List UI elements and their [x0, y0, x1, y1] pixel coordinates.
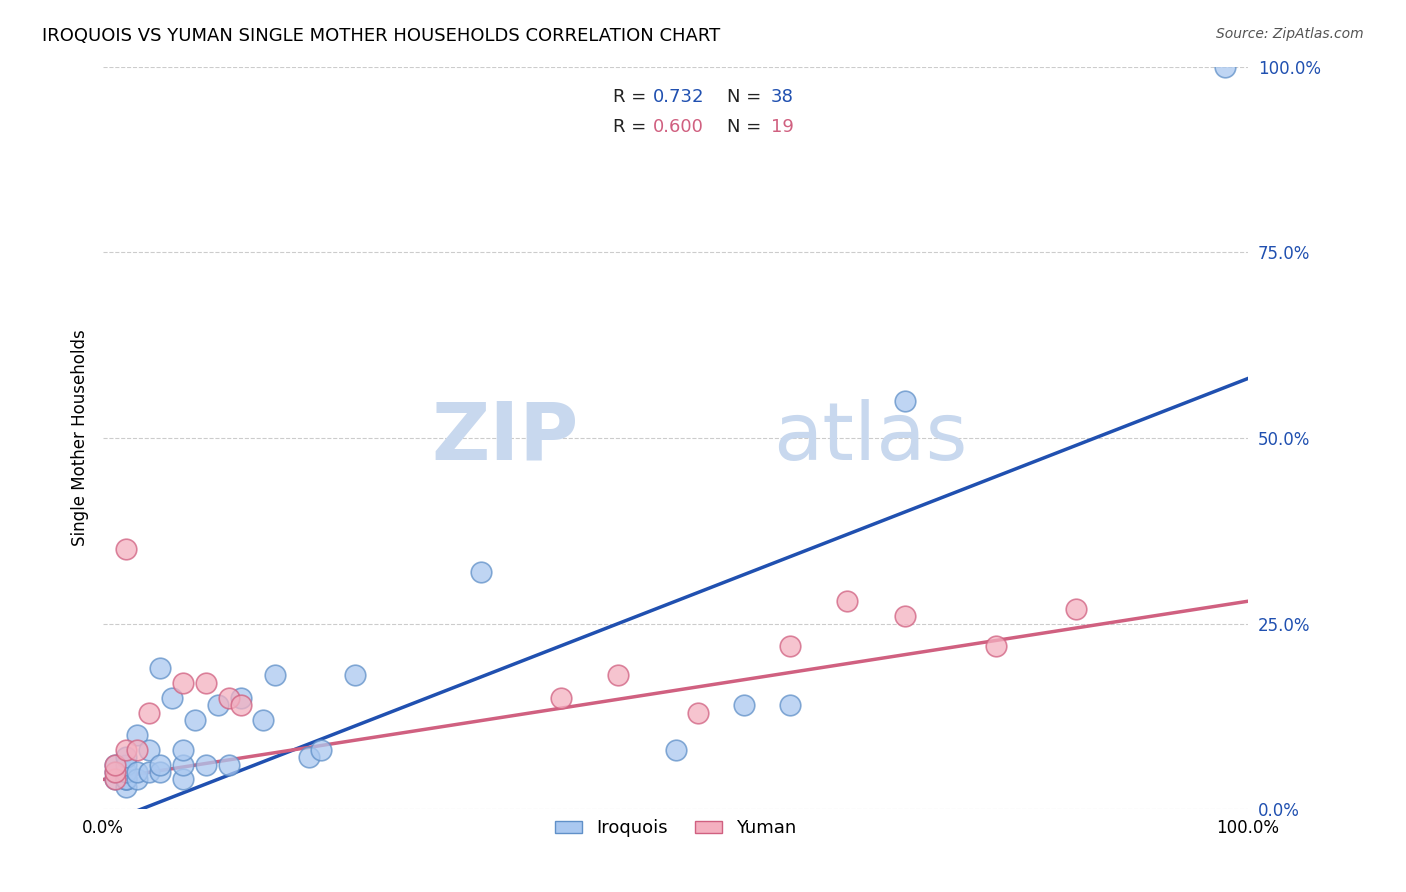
Point [127, 743, 149, 757]
Point [343, 668, 366, 682]
Text: R =: R = [613, 118, 651, 136]
Text: 19: 19 [770, 118, 793, 136]
Text: 0.732: 0.732 [652, 88, 704, 106]
Point [1213, 60, 1236, 74]
Point [1064, 601, 1087, 615]
Point [195, 676, 218, 690]
Point [115, 750, 138, 764]
Point [664, 743, 686, 757]
Point [837, 594, 859, 608]
Legend: Iroquois, Yuman: Iroquois, Yuman [547, 813, 804, 845]
Point [149, 764, 172, 779]
Point [127, 772, 149, 787]
Point [172, 757, 194, 772]
Point [138, 743, 160, 757]
Point [252, 713, 274, 727]
Point [115, 764, 138, 779]
Point [183, 713, 205, 727]
Point [103, 772, 125, 787]
Point [149, 757, 172, 772]
Point [779, 639, 801, 653]
Point [103, 772, 125, 787]
Point [733, 698, 755, 713]
Text: Source: ZipAtlas.com: Source: ZipAtlas.com [1216, 27, 1364, 41]
Point [984, 639, 1007, 653]
Point [103, 757, 125, 772]
Point [127, 764, 149, 779]
Point [103, 764, 125, 779]
Point [149, 661, 172, 675]
Point [103, 757, 125, 772]
Point [115, 772, 138, 787]
Text: 0.600: 0.600 [652, 118, 703, 136]
Text: N =: N = [727, 88, 768, 106]
Point [218, 690, 240, 705]
Text: R =: R = [613, 88, 651, 106]
Point [218, 757, 240, 772]
Point [893, 609, 915, 624]
Point [138, 764, 160, 779]
Point [172, 743, 194, 757]
Point [309, 743, 332, 757]
Point [550, 690, 572, 705]
Point [470, 565, 492, 579]
Point [298, 750, 321, 764]
Point [172, 772, 194, 787]
Point [127, 728, 149, 742]
Point [607, 668, 630, 682]
Text: atlas: atlas [773, 399, 967, 477]
Point [263, 668, 285, 682]
Point [115, 757, 138, 772]
Text: ZIP: ZIP [432, 399, 578, 477]
Point [229, 698, 252, 713]
Point [103, 764, 125, 779]
Y-axis label: Single Mother Households: Single Mother Households [72, 329, 89, 546]
Point [138, 706, 160, 720]
Point [207, 698, 229, 713]
Point [229, 690, 252, 705]
Text: IROQUOIS VS YUMAN SINGLE MOTHER HOUSEHOLDS CORRELATION CHART: IROQUOIS VS YUMAN SINGLE MOTHER HOUSEHOL… [42, 27, 720, 45]
Point [172, 676, 194, 690]
Point [115, 772, 138, 787]
Point [893, 393, 915, 408]
Point [688, 706, 710, 720]
Point [115, 772, 138, 787]
Point [115, 542, 138, 557]
Point [779, 698, 801, 713]
Point [160, 690, 183, 705]
Point [115, 780, 138, 794]
Point [115, 743, 138, 757]
Point [195, 757, 218, 772]
Text: 38: 38 [770, 88, 793, 106]
Text: N =: N = [727, 118, 768, 136]
